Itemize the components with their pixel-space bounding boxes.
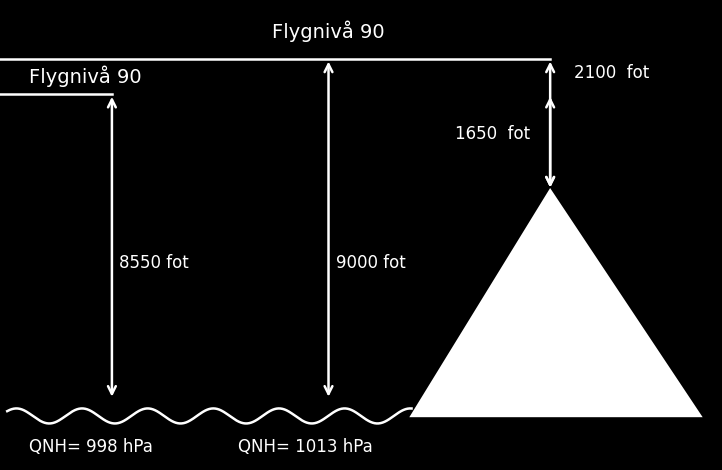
Text: 8550 fot: 8550 fot xyxy=(119,254,189,272)
Text: QNH= 998 hPa: QNH= 998 hPa xyxy=(29,438,153,456)
Polygon shape xyxy=(412,190,700,416)
Text: Flygnivå 90: Flygnivå 90 xyxy=(29,65,142,87)
Text: 1650  fot: 1650 fot xyxy=(455,125,530,143)
Text: Flygnivå 90: Flygnivå 90 xyxy=(272,21,385,42)
Text: 2100  fot: 2100 fot xyxy=(574,64,649,82)
Text: 9000 fot: 9000 fot xyxy=(336,254,406,272)
Text: QNH= 1013 hPa: QNH= 1013 hPa xyxy=(238,438,373,456)
